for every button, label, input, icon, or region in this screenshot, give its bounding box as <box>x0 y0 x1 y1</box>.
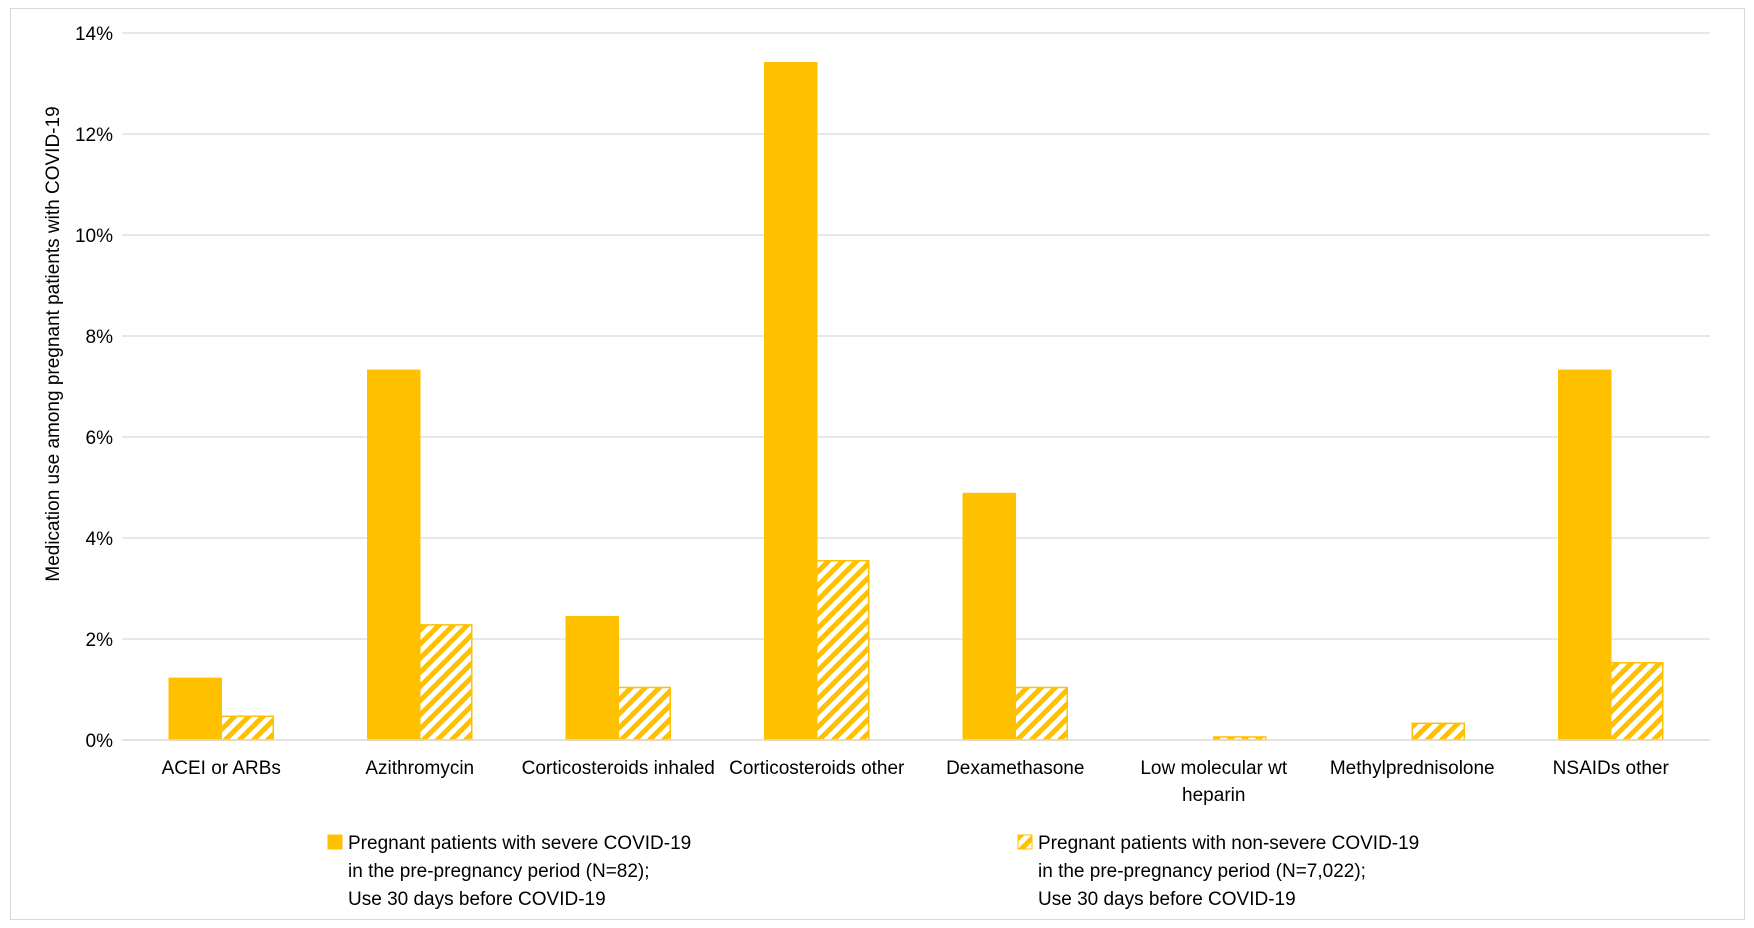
legend: Pregnant patients with severe COVID-19 in… <box>327 833 1419 910</box>
legend-label-line: in the pre-pregnancy period (N=82); <box>348 861 650 882</box>
x-tick-label: Dexamethasone <box>946 758 1084 779</box>
bar-non-severe <box>1411 722 1465 741</box>
y-tick-label: 12% <box>75 125 113 146</box>
y-tick-label: 8% <box>86 327 114 348</box>
x-tick-label-line: heparin <box>1182 785 1245 806</box>
legend-swatch-severe <box>327 834 343 850</box>
bar-non-severe <box>419 624 473 741</box>
legend-label-line: in the pre-pregnancy period (N=7,022); <box>1038 861 1366 882</box>
legend-label-line: Use 30 days before COVID-19 <box>1038 889 1296 910</box>
legend-label-line: Pregnant patients with severe COVID-19 <box>348 833 691 854</box>
legend-label-line: Use 30 days before COVID-19 <box>348 889 606 910</box>
bar-severe <box>565 616 619 741</box>
y-axis-title: Medication use among pregnant patients w… <box>43 106 64 581</box>
y-tick-label: 14% <box>75 24 113 45</box>
x-tick-label-line: NSAIDs other <box>1553 758 1670 779</box>
bar-severe <box>367 369 421 741</box>
bars <box>168 62 1664 741</box>
legend-label: Pregnant patients with severe COVID-19 in… <box>348 833 691 910</box>
x-tick-label: Corticosteroids other <box>729 758 905 779</box>
gridlines <box>122 32 1710 640</box>
x-tick-label-line: Low molecular wt <box>1140 758 1287 779</box>
x-tick-label: Corticosteroids inhaled <box>522 758 715 779</box>
y-tick-label: 10% <box>75 226 113 247</box>
x-tick-label-line: Dexamethasone <box>946 758 1084 779</box>
bar-severe <box>962 492 1016 741</box>
x-tick-label-line: Azithromycin <box>365 758 474 779</box>
bar-non-severe <box>1610 661 1664 741</box>
bar-non-severe <box>617 686 671 741</box>
x-tick-label-line: Methylprednisolone <box>1330 758 1495 779</box>
legend-label: Pregnant patients with non-severe COVID-… <box>1038 833 1419 910</box>
bar-non-severe <box>220 715 274 741</box>
chart-frame <box>10 8 1745 920</box>
x-tick-label-line: ACEI or ARBs <box>162 758 281 779</box>
legend-label-line: Pregnant patients with non-severe COVID-… <box>1038 833 1419 854</box>
bar-non-severe <box>816 559 870 741</box>
bar-severe <box>1558 369 1612 741</box>
x-tick-label: Methylprednisolone <box>1330 758 1495 779</box>
bar-non-severe <box>1014 686 1068 741</box>
legend-swatch-non-severe <box>1017 834 1033 850</box>
x-tick-label: ACEI or ARBs <box>162 758 281 779</box>
bar-severe <box>764 62 818 741</box>
y-tick-label: 4% <box>86 529 114 550</box>
y-tick-label: 2% <box>86 630 114 651</box>
x-tick-label: NSAIDs other <box>1553 758 1670 779</box>
x-tick-label: Azithromycin <box>365 758 474 779</box>
x-tick-label-line: Corticosteroids other <box>729 758 905 779</box>
bar-severe <box>168 677 222 741</box>
axes: 0% 2% 4% 6% 8% 10% 12% 14% Medication use among … <box>43 24 1710 806</box>
y-tick-label: 0% <box>86 731 114 752</box>
x-tick-label-line: Corticosteroids inhaled <box>522 758 715 779</box>
y-tick-label: 6% <box>86 428 114 449</box>
x-tick-label: Low molecular wt heparin <box>1140 758 1287 806</box>
